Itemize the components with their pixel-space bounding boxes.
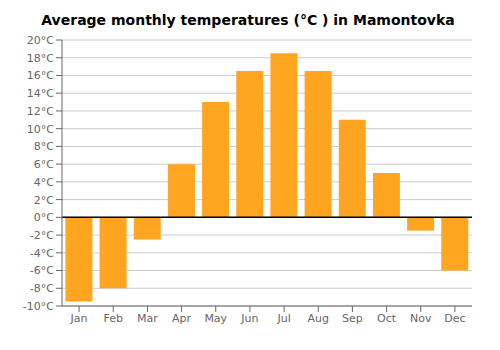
svg-text:12°C: 12°C [27, 105, 54, 118]
svg-text:May: May [204, 312, 227, 325]
svg-text:16°C: 16°C [27, 69, 54, 82]
svg-text:Oct: Oct [377, 312, 397, 325]
svg-text:Jul: Jul [276, 312, 290, 325]
svg-text:Nov: Nov [410, 312, 432, 325]
html-text:Average monthly temperatures (: Average monthly temperatures (°C ) in Ma… [41, 12, 455, 28]
svg-text:4°C: 4°C [34, 176, 54, 189]
svg-text:18°C: 18°C [27, 52, 54, 65]
svg-text:-6°C: -6°C [30, 264, 54, 277]
svg-text:-4°C: -4°C [30, 247, 54, 260]
svg-text:-10°C: -10°C [23, 300, 54, 313]
svg-text:20°C: 20°C [27, 34, 54, 47]
svg-text:10°C: 10°C [27, 123, 54, 136]
svg-text:Jun: Jun [240, 312, 258, 325]
svg-text:Jan: Jan [70, 312, 88, 325]
svg-text:2°C: 2°C [34, 194, 54, 207]
svg-text:6°C: 6°C [34, 158, 54, 171]
svg-text:-2°C: -2°C [30, 229, 54, 242]
svg-text:Aug: Aug [308, 312, 329, 325]
svg-text:Apr: Apr [172, 312, 192, 325]
svg-text:Feb: Feb [104, 312, 123, 325]
svg-text:Sep: Sep [342, 312, 363, 325]
svg-text:8°C: 8°C [34, 140, 54, 153]
svg-text:Dec: Dec [444, 312, 465, 325]
svg-text:14°C: 14°C [27, 87, 54, 100]
svg-text:-8°C: -8°C [30, 282, 54, 295]
svg-text:Mar: Mar [137, 312, 158, 325]
svg-text:0°C: 0°C [34, 211, 54, 224]
